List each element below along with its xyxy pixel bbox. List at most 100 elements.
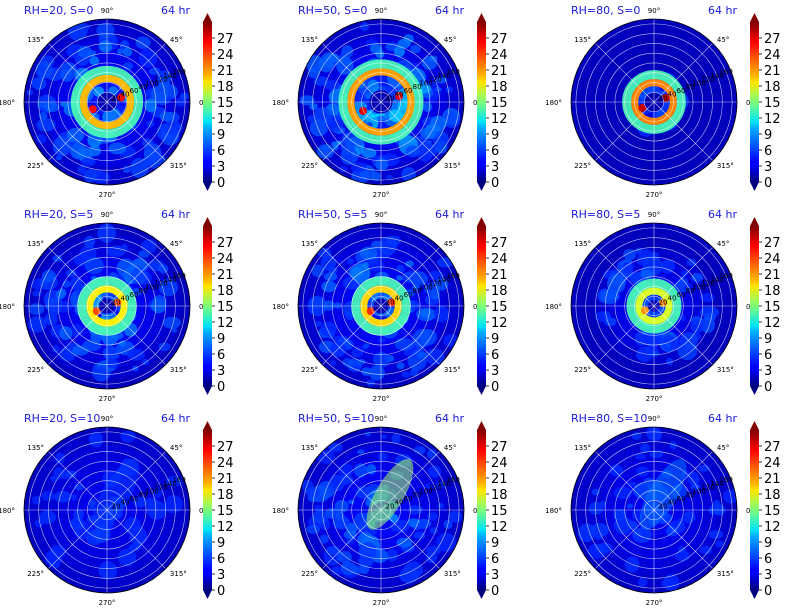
rain-cell	[163, 120, 183, 135]
radial-tick-label: 80	[139, 287, 148, 295]
rain-cell	[396, 275, 403, 281]
rain-cell	[425, 348, 445, 365]
angle-tick-label: 90°	[101, 7, 113, 15]
angle-grid-line	[380, 509, 440, 569]
angle-tick-label: 180°	[272, 303, 289, 311]
radial-tick-label: 160	[172, 476, 185, 484]
rain-cell	[135, 540, 142, 548]
rain-cell	[314, 504, 324, 513]
radial-tick-label: 60	[677, 87, 686, 95]
rain-cell	[51, 562, 60, 569]
angle-tick-label: 315°	[717, 570, 734, 578]
angle-tick-label: 45°	[170, 444, 182, 452]
colorbar-tick-label: 9	[764, 128, 772, 143]
angle-grid-line	[653, 451, 713, 511]
panel-title: RH=50, S=0	[298, 4, 367, 17]
panel-title: RH=20, S=0	[24, 4, 93, 17]
eyewall-max	[395, 91, 404, 100]
rain-cell	[119, 340, 126, 347]
colorbar-tick-label: 0	[491, 380, 499, 395]
rain-cell	[351, 347, 364, 358]
angle-grid-line	[595, 247, 655, 307]
panel-time-label: 64 hr	[161, 412, 190, 425]
rain-cell	[714, 540, 724, 548]
rain-cell	[70, 494, 78, 501]
angle-tick-label: 90°	[375, 415, 387, 423]
rain-cell	[445, 86, 453, 94]
panel-title: RH=50, S=10	[298, 412, 374, 425]
rain-cell	[626, 503, 634, 509]
angle-tick-label: 270°	[99, 599, 116, 607]
rain-cell	[665, 357, 674, 366]
colorbar-tick-label: 27	[764, 236, 781, 251]
rain-cell	[435, 76, 447, 84]
rain-cell	[60, 62, 78, 76]
rain-cell	[577, 523, 596, 543]
angle-tick-label: 180°	[545, 303, 562, 311]
rain-cell	[118, 548, 137, 567]
radial-tick-label: 160	[719, 68, 732, 76]
colorbar-extend-bottom	[477, 386, 486, 395]
colorbar-tick-label: 18	[764, 488, 781, 503]
angle-tick-label: 45°	[444, 444, 456, 452]
angle-tick-label: 0°	[746, 303, 754, 311]
rain-cell	[320, 52, 338, 68]
rain-cell	[147, 500, 167, 520]
panel-time-label: 64 hr	[435, 208, 464, 221]
rain-cell	[670, 337, 686, 351]
rain-cell	[111, 351, 120, 359]
rain-cell	[375, 50, 385, 59]
rain-cell	[158, 264, 169, 274]
colorbar-extend-top	[750, 13, 759, 22]
radial-tick-label: 100	[145, 79, 158, 87]
rain-cell	[386, 174, 394, 180]
angle-grid-line	[106, 247, 166, 307]
rain-cell	[367, 259, 385, 272]
colorbar-tick-label: 15	[491, 96, 508, 111]
rain-cell	[73, 530, 81, 536]
colorbar-extend-bottom	[750, 386, 759, 395]
rain-cell	[675, 550, 690, 562]
rain-cell	[435, 481, 446, 489]
polar-frame	[570, 426, 738, 594]
radial-tick-label: 160	[719, 476, 732, 484]
rain-cell	[609, 464, 624, 477]
colorbar-tick-label: 3	[217, 160, 225, 175]
colorbar-tick-label: 6	[764, 144, 772, 159]
rain-cell	[691, 272, 704, 283]
rain-cell	[420, 127, 437, 140]
angle-grid-line	[48, 451, 108, 511]
radial-tick-label: 20	[386, 94, 395, 102]
colorbar-tick-label: 21	[217, 268, 234, 283]
rain-cell	[331, 566, 340, 572]
radial-tick-label: 60	[404, 495, 413, 503]
rain-cell	[708, 529, 724, 539]
angle-tick-label: 0°	[473, 303, 481, 311]
rain-cell	[422, 101, 433, 112]
radial-tick-label: 140	[710, 72, 723, 80]
rain-cell	[360, 22, 369, 32]
rain-cell	[162, 316, 182, 329]
colorbar-tick-label: 12	[217, 520, 234, 535]
colorbar-tick-label: 15	[764, 96, 781, 111]
rain-cell	[36, 134, 47, 144]
colorbar-tick-label: 6	[764, 552, 772, 567]
eyewall-max	[92, 307, 101, 316]
rain-cell	[647, 428, 663, 442]
rain-cell	[35, 60, 53, 79]
rain-cell	[156, 70, 172, 84]
rain-cell	[309, 103, 318, 111]
rain-cell	[328, 474, 346, 492]
radial-tick-label: 160	[172, 272, 185, 280]
rain-cell	[410, 44, 421, 54]
rain-cell	[159, 111, 175, 122]
colorbar-tick-label: 0	[491, 584, 499, 599]
colorbar-tick-label: 6	[217, 144, 225, 159]
